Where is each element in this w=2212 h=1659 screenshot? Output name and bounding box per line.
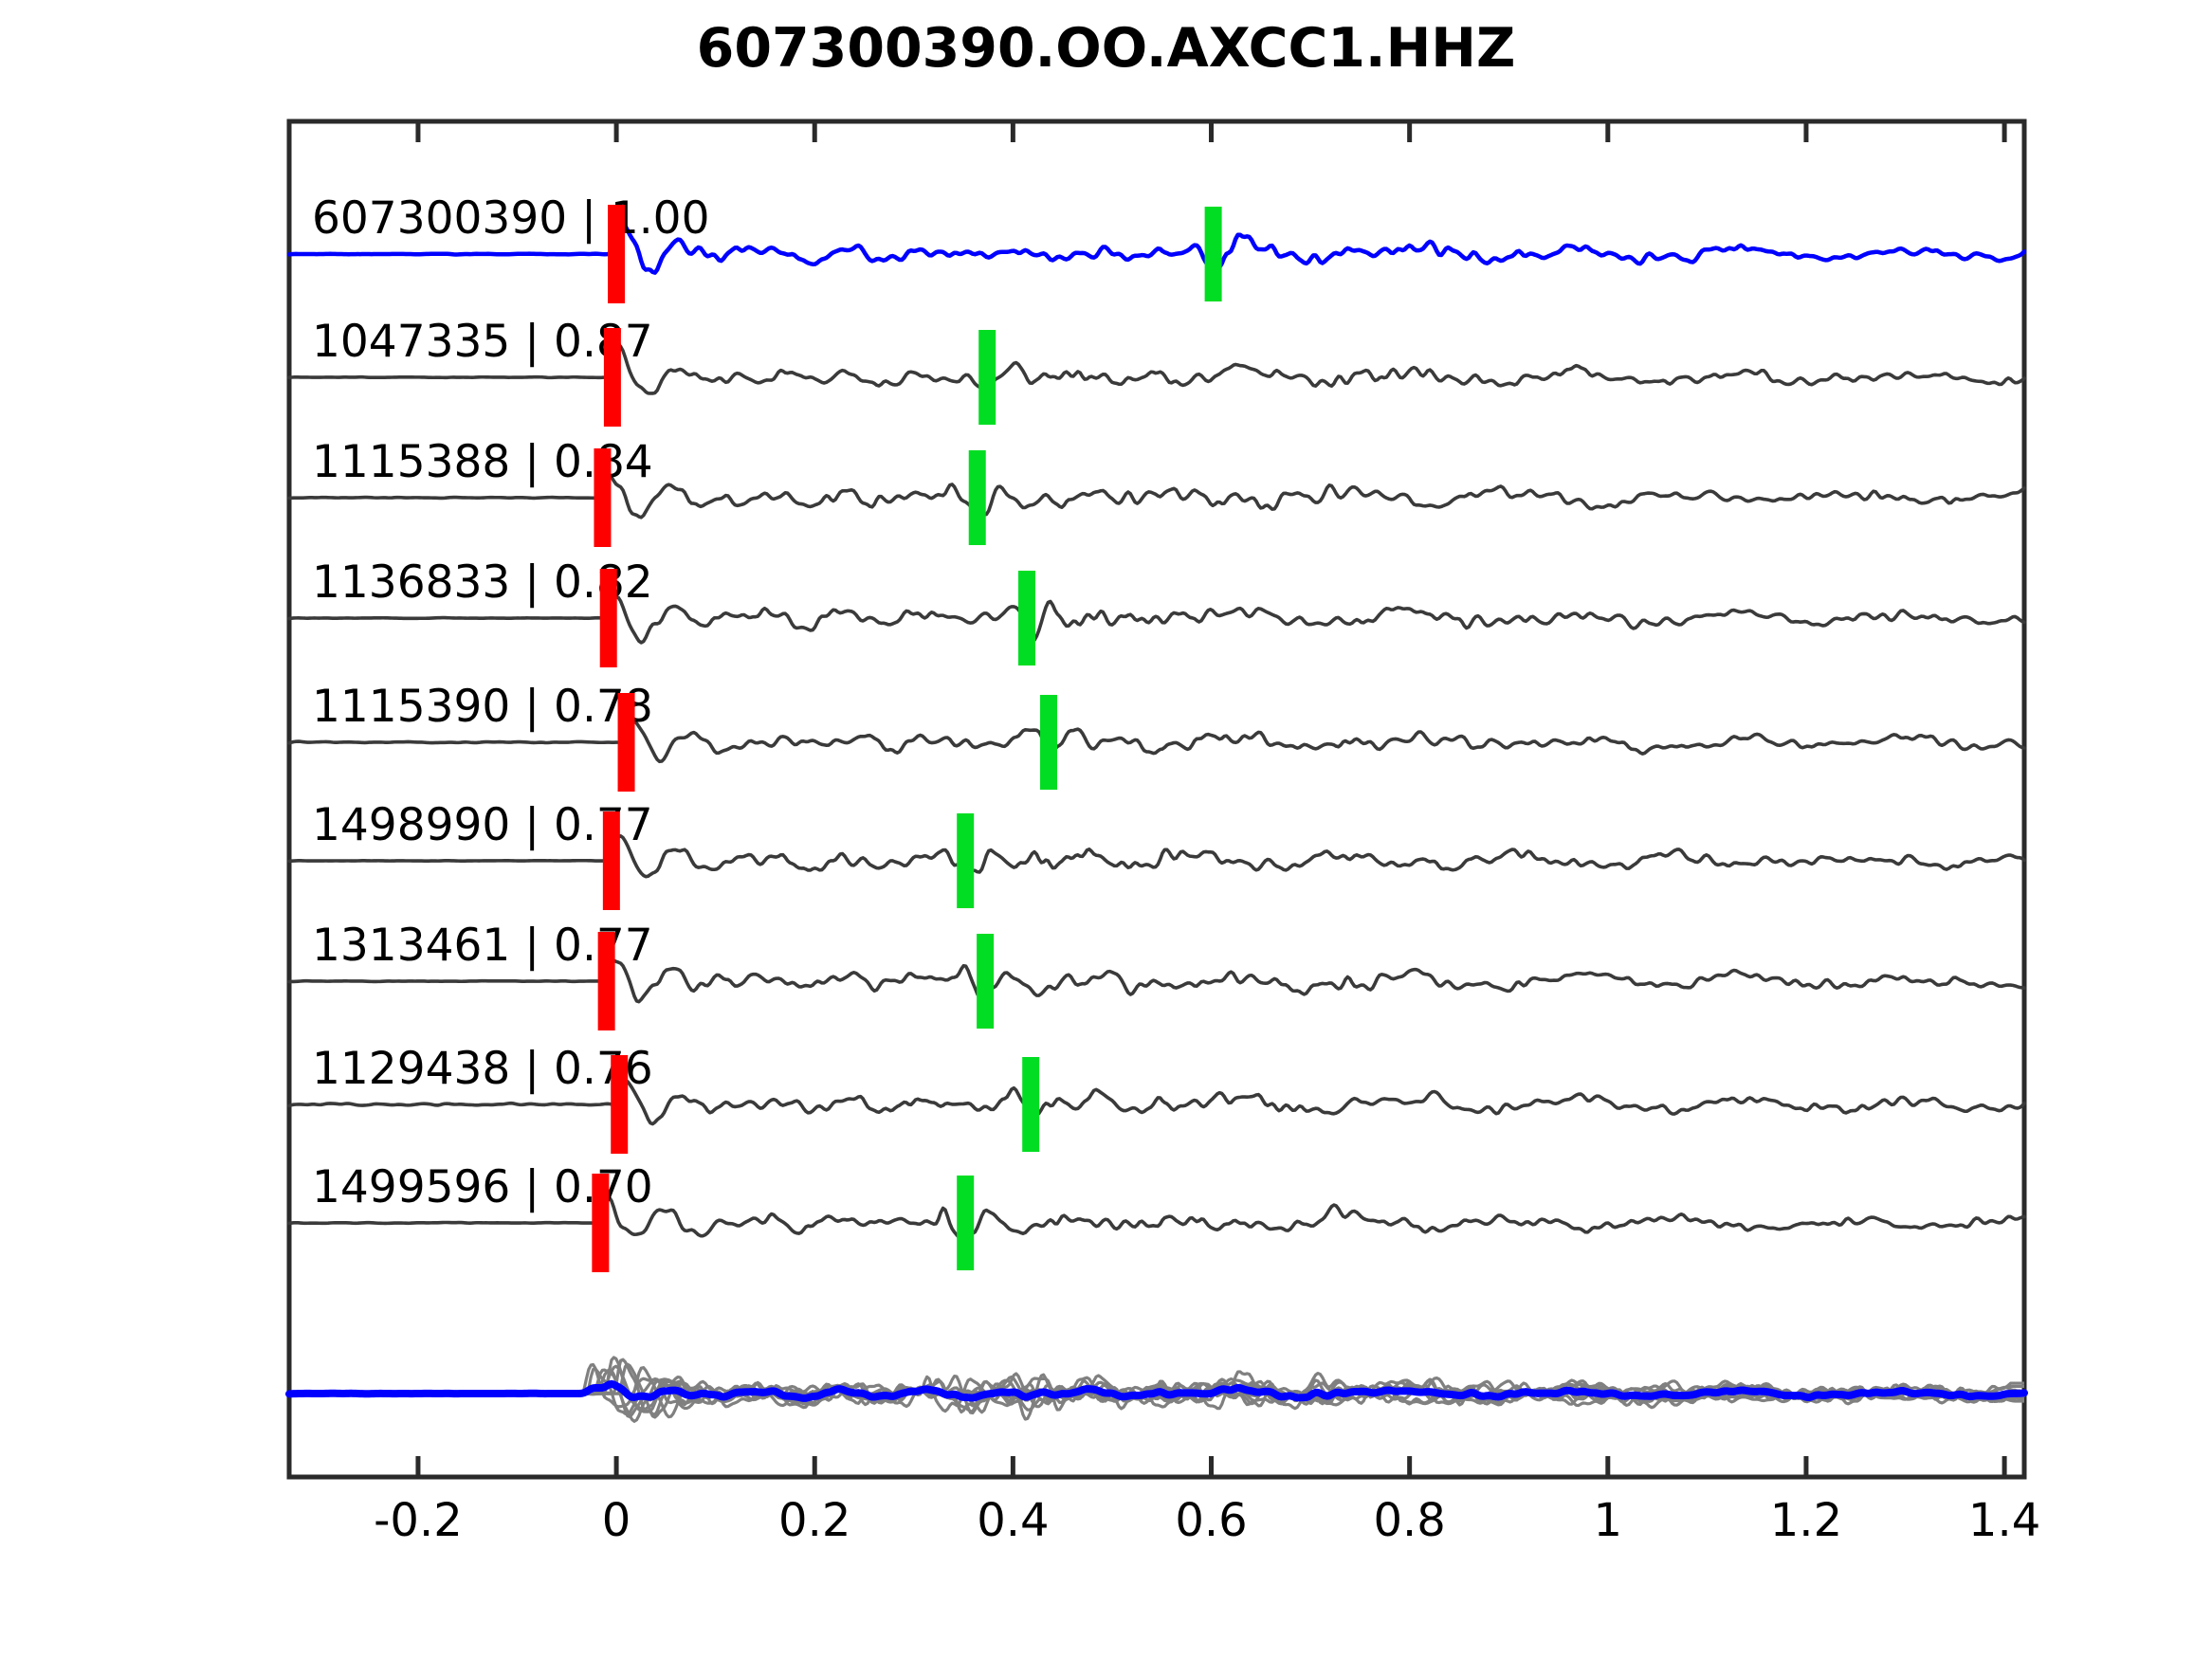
stack-panel [285,1356,2028,1423]
x-tick-label: 1.2 [1770,1494,1842,1547]
s-pick-marker[interactable] [957,813,975,908]
trace-row: 1129438 | 0.76 [287,1043,2026,1154]
plot-frame [286,118,2027,1480]
trace-label: 1498990 | 0.77 [312,799,653,851]
s-pick-marker[interactable] [1018,571,1036,665]
x-tick-label: 1 [1594,1494,1623,1547]
s-pick-marker[interactable] [968,450,986,545]
trace-label: 607300390 | 1.00 [312,192,710,245]
trace-label: 1115390 | 0.78 [312,681,653,733]
s-pick-marker[interactable] [1022,1057,1040,1152]
s-pick-marker[interactable] [1204,207,1222,301]
trace-row: 1498990 | 0.77 [287,799,2026,910]
trace-row: 1115388 | 0.84 [287,436,2026,547]
p-pick-marker[interactable] [617,693,635,792]
p-pick-marker[interactable] [592,1174,610,1272]
match-waveform-line [287,594,2026,645]
x-tick-label: 0.4 [977,1494,1049,1547]
p-pick-marker[interactable] [603,328,621,427]
s-pick-marker[interactable] [977,934,995,1029]
x-tick-label: 0.6 [1175,1494,1247,1547]
p-pick-marker[interactable] [597,932,615,1030]
trace-label: 1129438 | 0.76 [312,1043,653,1095]
x-tick-label: 0 [602,1494,631,1547]
match-waveform-line [287,1195,2026,1241]
trace-row: 1136833 | 0.82 [287,556,2026,667]
x-tick-label: 1.4 [1968,1494,2040,1547]
match-waveform-line [287,1078,2026,1126]
p-pick-marker[interactable] [594,448,612,547]
p-pick-marker[interactable] [611,1055,629,1154]
x-tick-label: 0.8 [1373,1494,1445,1547]
trace-row: 1499596 | 0.70 [287,1161,2026,1272]
x-tick-label: -0.2 [374,1494,463,1547]
match-waveform-line [287,958,2026,1004]
trace-row: 1047335 | 0.87 [287,316,2026,427]
template-waveform-line [286,222,2027,275]
p-pick-marker[interactable] [599,569,617,667]
trace-list: 607300390 | 1.00 1047335 | 0.87 1115388 | … [286,192,2027,1272]
p-pick-marker[interactable] [608,205,626,303]
s-pick-marker[interactable] [957,1176,975,1270]
trace-row: 1115390 | 0.78 [287,681,2026,792]
page-title: 607300390.OO.AXCC1.HHZ [696,17,1516,80]
match-waveform-line [287,472,2026,520]
trace-label: 1136833 | 0.82 [312,556,653,609]
x-axis-ticks: -0.2 0 0.2 0.4 0.6 0.8 1 1.2 1.4 [374,121,2040,1547]
s-pick-marker[interactable] [1040,695,1058,790]
trace-label: 1047335 | 0.87 [312,316,653,368]
s-pick-marker[interactable] [978,330,996,425]
trace-label: 1313461 | 0.77 [312,920,653,972]
axes-frame-rect [286,118,2027,1480]
x-tick-label: 0.2 [778,1494,850,1547]
trace-row: 1313461 | 0.77 [287,920,2026,1030]
match-waveform-line [287,719,2026,764]
stack-mean-line [285,1379,2028,1402]
match-waveform-line [287,343,2026,396]
trace-row: 607300390 | 1.00 [286,192,2027,303]
p-pick-marker[interactable] [602,811,620,910]
match-waveform-line [287,833,2026,880]
